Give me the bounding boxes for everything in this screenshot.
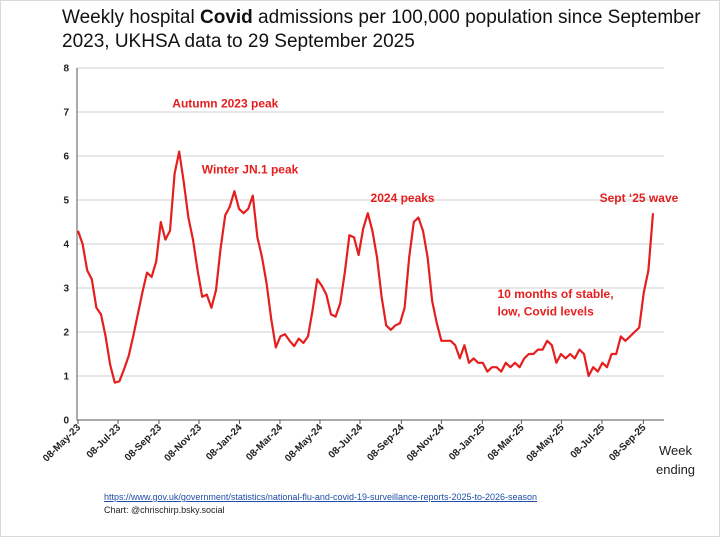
y-tick-label: 1 — [63, 372, 69, 383]
x-tick-label: 08-May-24 — [283, 422, 325, 464]
annotation-label: low, Covid levels — [498, 305, 595, 319]
y-tick-label: 0 — [63, 416, 69, 427]
y-tick-label: 5 — [63, 196, 69, 207]
y-tick-label: 6 — [63, 152, 69, 163]
x-tick-label: 08-Nov-24 — [405, 422, 447, 464]
annotation-label: Autumn 2023 peak — [172, 97, 278, 111]
gridlines — [77, 67, 664, 377]
y-tick-label: 4 — [63, 240, 69, 251]
annotation-label: Winter JN.1 peak — [202, 163, 299, 177]
x-tick-label: 08-Jul-25 — [569, 422, 608, 461]
x-tick-label: 08-May-23 — [41, 422, 83, 464]
title-emphasis: Covid — [200, 7, 253, 28]
chart-title: Weekly hospital Covid admissions per 100… — [62, 7, 701, 52]
x-tick-label: 08-Jan-24 — [204, 422, 245, 463]
annotation-label: 10 months of stable, — [498, 287, 614, 301]
annotation-label: Sept ‘25 wave — [600, 191, 679, 205]
chart-credit: Chart: @chrischirp.bsky.social — [104, 505, 225, 515]
x-tick-label: 08-Sep-24 — [365, 422, 406, 463]
x-tick-label: 08-Sep-25 — [607, 422, 648, 463]
axes — [76, 68, 664, 421]
admissions-line — [76, 150, 655, 384]
y-tick-label: 2 — [63, 328, 69, 339]
y-axis-ticks: 0 1 2 3 4 5 6 7 8 — [63, 64, 69, 427]
x-tick-label: 08-Nov-23 — [163, 422, 205, 464]
x-tick-label: 08-Mar-25 — [486, 422, 527, 463]
x-tick-label: 08-Jul-24 — [327, 422, 366, 461]
x-tick-label: 08-Jan-25 — [447, 422, 488, 463]
y-tick-label: 7 — [63, 108, 69, 119]
x-tick-label: 08-Mar-24 — [244, 422, 285, 463]
series-admissions — [76, 150, 655, 384]
x-tick-label: 08-Sep-23 — [123, 422, 164, 463]
x-axis-label: Week ending — [656, 443, 696, 477]
y-tick-label: 8 — [63, 64, 69, 75]
y-tick-label: 3 — [63, 284, 69, 295]
annotations: Autumn 2023 peak Winter JN.1 peak 2024 pea… — [172, 97, 678, 319]
x-tick-label: 08-May-25 — [525, 422, 567, 464]
source-link[interactable]: https://www.gov.uk/government/statistics… — [104, 492, 538, 502]
x-tick-label: 08-Jul-23 — [85, 422, 124, 461]
annotation-label: 2024 peaks — [371, 191, 435, 205]
